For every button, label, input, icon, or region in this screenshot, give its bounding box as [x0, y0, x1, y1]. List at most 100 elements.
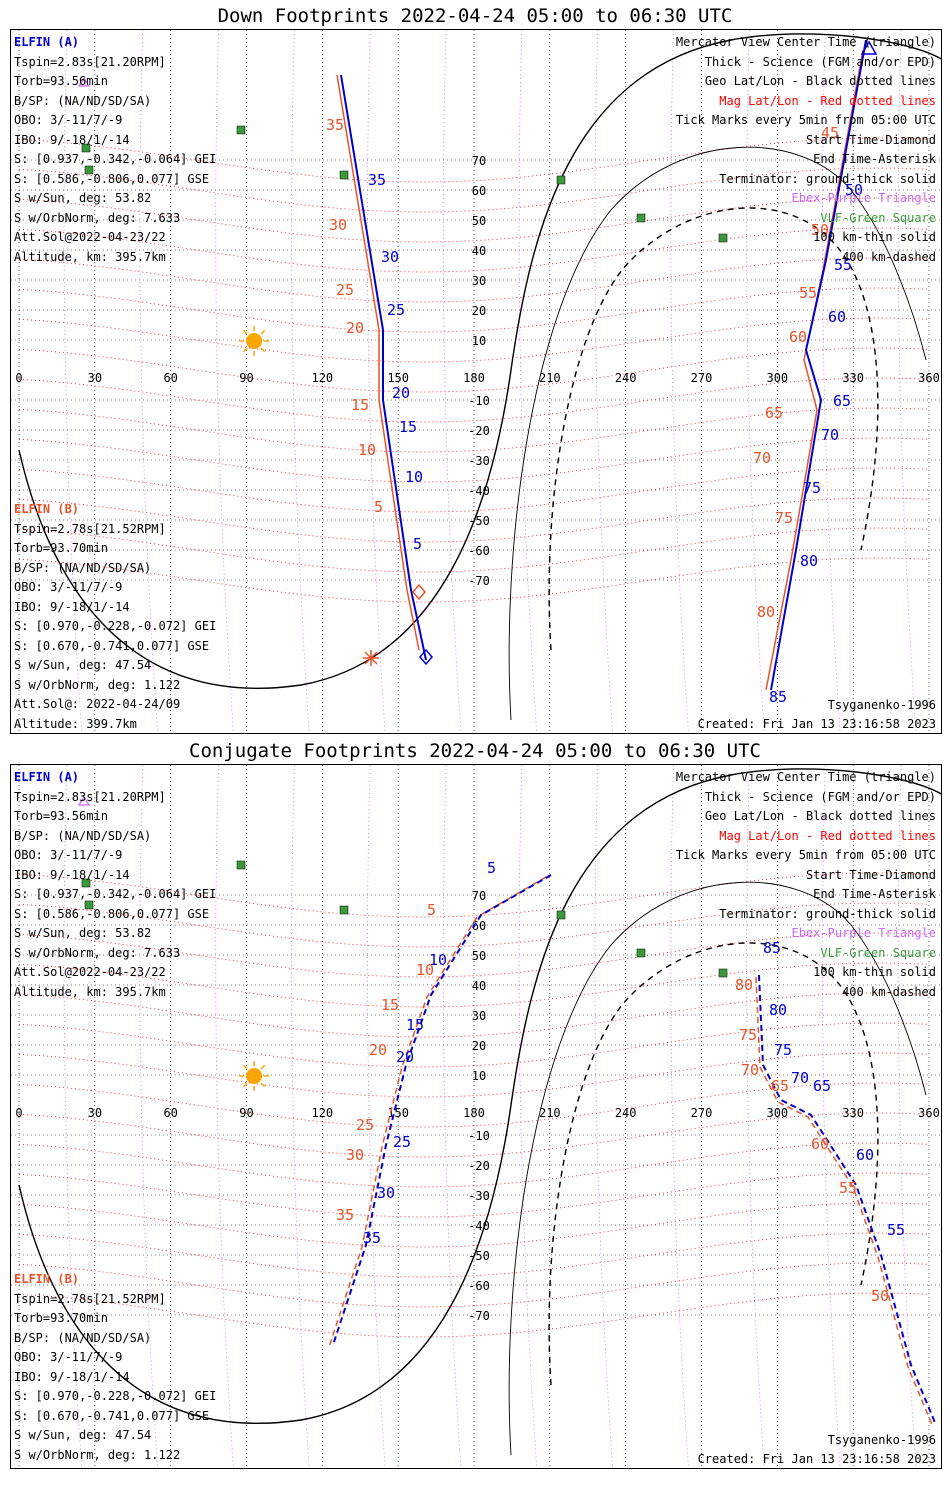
sun-ray: [260, 329, 266, 335]
elfin-a-info: ELFIN (A) Tspin=2.83s[21.20RPM] Torb=93.5…: [14, 768, 216, 1002]
lat-tick-label: 10: [472, 1069, 486, 1083]
elfin-b-tick-label: 50: [871, 1287, 889, 1305]
elfin-b-line: S w/Sun, deg: 47.54: [14, 658, 152, 672]
lon-tick-label: 30: [88, 1106, 102, 1120]
ebex-triangle: [77, 795, 91, 806]
lat-tick-label: 70: [472, 889, 486, 903]
mag-lat-line: [18, 962, 930, 1008]
end-asterisk: [363, 650, 379, 666]
elfin-b-tick-label: 30: [329, 216, 347, 234]
mag-lon-line: [291, 765, 310, 1468]
legend-item: Ebex-Purple Triangle: [791, 191, 937, 205]
mag-lat-line: [18, 347, 930, 393]
elfin-b-line: S: [0.970,-0.228,-0.072] GEI: [14, 619, 217, 633]
elfin-b-line: S: [0.670,-0.741,0.077] GSE: [14, 1408, 210, 1423]
lon-tick-label: 330: [842, 1106, 864, 1120]
elfin-b-title: ELFIN (B): [14, 502, 80, 516]
elfin-b-tick-label: 15: [381, 996, 399, 1014]
lon-tick-label: 0: [15, 1106, 22, 1120]
mag-lat-line: [18, 1142, 930, 1188]
mag-lat-line: [18, 1082, 930, 1128]
elfin-b-line: S w/OrbNorm, deg: 1.122: [14, 1447, 181, 1462]
elfin-a-line: Altitude, km: 395.7km: [14, 984, 166, 999]
elfin-a-line: S w/OrbNorm, deg: 7.633: [14, 210, 181, 225]
elfin-b-tick-label: 20: [369, 1041, 387, 1059]
sun-ray: [260, 1064, 266, 1070]
elfin-b-line: Altitude: 399.7km: [14, 716, 137, 731]
lat-tick-label: -70: [468, 1309, 490, 1323]
terminator-400km: [548, 942, 879, 1386]
lat-tick-label: 50: [472, 214, 486, 228]
vlf-square: [81, 143, 91, 153]
elfin-a-line: OBO: 3/-11/7/-9: [14, 113, 123, 127]
lat-tick-label: 40: [472, 979, 486, 993]
elfin-b-tick-label: 70: [753, 449, 771, 467]
elfin-a-tick-label: 70: [791, 1069, 809, 1087]
mag-lon-line: [518, 765, 538, 1468]
vlf-square: [81, 878, 91, 888]
legend: Mercator View Center Time (triangle) Thic…: [676, 33, 936, 267]
elfin-b-tick-label: 30: [346, 1146, 364, 1164]
lat-tick-label: 60: [472, 919, 486, 933]
elfin-a-tick-label: 35: [368, 171, 386, 189]
lat-tick-label: 60: [472, 184, 486, 198]
lon-tick-label: 240: [615, 371, 637, 385]
elfin-b-tick-label: 35: [336, 1206, 354, 1224]
elfin-a-tick-label: 10: [405, 468, 423, 486]
mag-lon-line: [518, 30, 538, 733]
terminator-line: [18, 768, 941, 1425]
lat-tick-label: -50: [468, 514, 490, 528]
elfin-a-line: S: [0.586,-0.806,0.077] GSE: [14, 171, 210, 186]
elfin-a-track-east: [758, 974, 937, 1426]
mag-lat-line: [18, 287, 930, 333]
mag-lat-line: [18, 467, 930, 513]
elfin-b-line: IBO: 9/-18/1/-14: [14, 1369, 130, 1384]
elfin-a-tick-label: 80: [800, 552, 818, 570]
mag-lat-line: [18, 197, 930, 243]
mag-lat-line: [18, 872, 930, 918]
mag-lat-line: [18, 407, 930, 453]
mag-lat-line: [18, 317, 930, 363]
elfin-a-tick-label: 5: [413, 535, 422, 553]
elfin-a-tick-label: 65: [813, 1077, 831, 1095]
legend: Mercator View Center Time (triangle) Thic…: [676, 768, 936, 1002]
elfin-a-tick-label: 60: [856, 1146, 874, 1164]
conjugate-footprints-map: 0 30 60 90 120 150 180 210 240 270 300 330 360 70 60 50…: [10, 764, 942, 1469]
elfin-a-tick-label: 15: [406, 1016, 424, 1034]
lat-tick-label: -10: [468, 394, 490, 408]
elfin-b-tick-label: 65: [765, 404, 783, 422]
elfin-a-tick-label: 30: [381, 248, 399, 266]
ebex-triangle: [77, 76, 91, 87]
elfin-a-tick-label: 30: [377, 1184, 395, 1202]
elfin-a-tick-label: 85: [769, 688, 787, 706]
sun-ray: [242, 1082, 248, 1088]
mag-lon-line: [594, 30, 614, 733]
lat-tick-label: 50: [472, 949, 486, 963]
legend-item: VLF-Green Square: [820, 945, 936, 960]
elfin-b-line: Torb=93.70min: [14, 1311, 108, 1325]
legend-item: Thick - Science (FGM and/or EPD): [704, 789, 936, 804]
legend-item: 100 km-thin solid: [813, 230, 936, 244]
mag-lat-line: [18, 227, 930, 273]
vlf-square: [84, 165, 94, 175]
elfin-b-tick-label: 75: [775, 509, 793, 527]
elfin-b-tick-label: 35: [326, 116, 344, 134]
legend-item: Mag Lat/Lon - Red dotted lines: [719, 828, 936, 843]
elfin-a-tick-label: 65: [833, 392, 851, 410]
elfin-a-line: OBO: 3/-11/7/-9: [14, 848, 123, 862]
lat-tick-label: -20: [468, 1159, 490, 1173]
legend-item: End Time-Asterisk: [813, 152, 936, 166]
elfin-b-track-east: [755, 976, 934, 1428]
sun-icon: [246, 1068, 263, 1084]
lat-tick-label: -60: [468, 1279, 490, 1293]
sun-ray: [242, 347, 248, 353]
terminator-100km: [508, 146, 927, 721]
vlf-square: [339, 905, 349, 915]
mag-lat-line: [18, 437, 930, 483]
elfin-a-line: S: [0.586,-0.806,0.077] GSE: [14, 906, 210, 921]
elfin-a-line: B/SP: (NA/ND/SD/SA): [14, 828, 152, 843]
elfin-a-tick-label: 35: [363, 1229, 381, 1247]
elfin-a-tick-label: 20: [392, 384, 410, 402]
elfin-b-line: OBO: 3/-11/7/-9: [14, 580, 123, 594]
lon-tick-label: 90: [239, 371, 253, 385]
